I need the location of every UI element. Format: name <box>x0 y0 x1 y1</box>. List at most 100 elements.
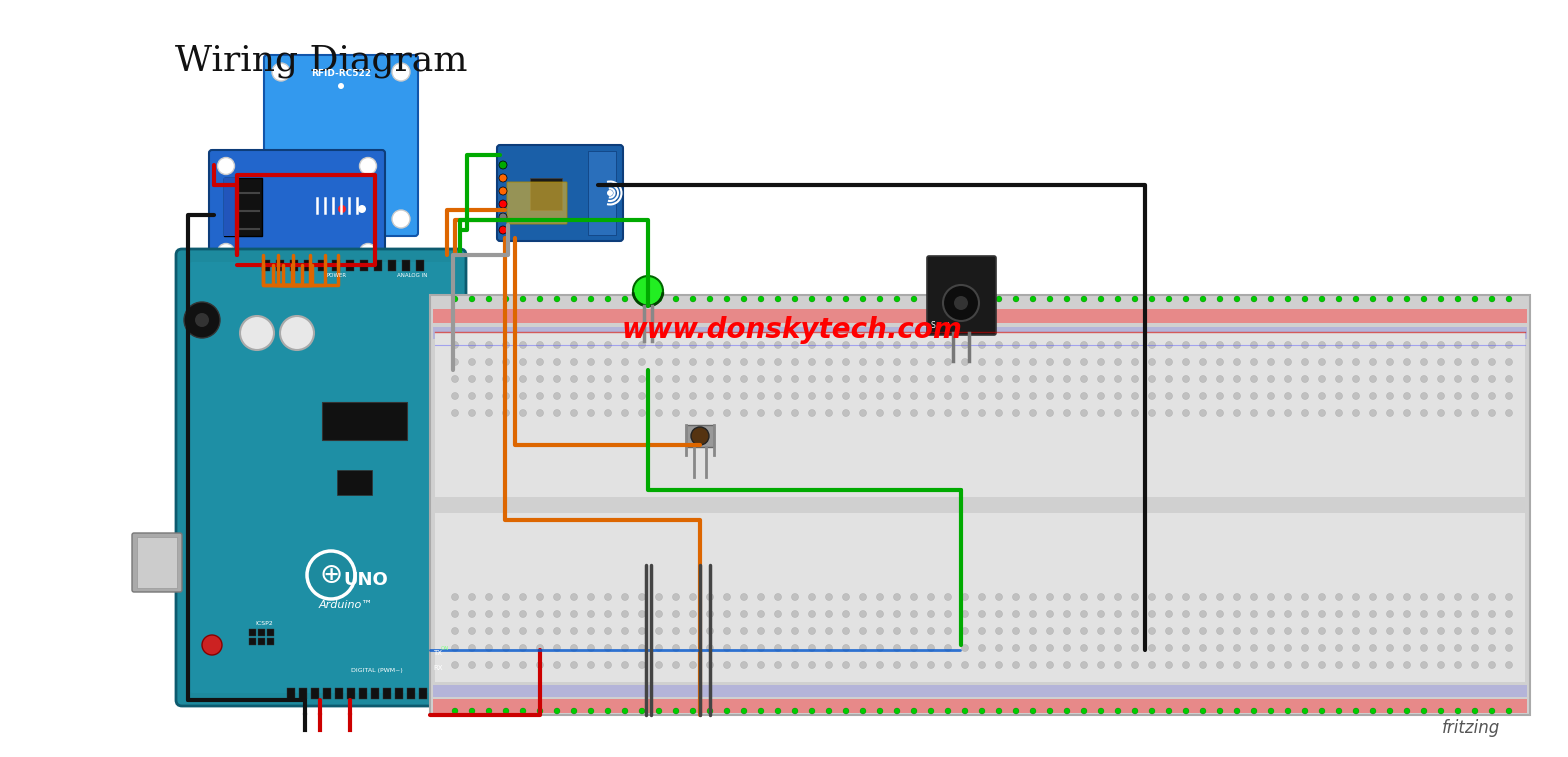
Circle shape <box>519 628 527 634</box>
Circle shape <box>1386 375 1394 382</box>
Bar <box>310 688 318 699</box>
Circle shape <box>877 628 883 634</box>
Circle shape <box>571 662 577 668</box>
Bar <box>249 638 256 645</box>
Circle shape <box>1369 359 1377 366</box>
Circle shape <box>1369 341 1377 348</box>
Circle shape <box>1267 341 1275 348</box>
Circle shape <box>469 628 475 634</box>
Circle shape <box>1301 392 1309 400</box>
Bar <box>433 327 1527 339</box>
Circle shape <box>1063 341 1071 348</box>
Circle shape <box>928 628 935 634</box>
Circle shape <box>961 359 969 366</box>
Circle shape <box>1336 359 1342 366</box>
Circle shape <box>1080 341 1088 348</box>
Circle shape <box>1353 296 1359 302</box>
Circle shape <box>536 593 544 600</box>
Circle shape <box>1115 610 1121 618</box>
Circle shape <box>1251 644 1258 652</box>
Circle shape <box>536 375 544 382</box>
Circle shape <box>1030 708 1036 714</box>
Circle shape <box>1167 708 1171 714</box>
Circle shape <box>469 644 475 652</box>
Circle shape <box>707 662 713 668</box>
Bar <box>340 255 350 265</box>
Circle shape <box>928 410 935 416</box>
Text: ⊕: ⊕ <box>320 561 343 589</box>
Circle shape <box>452 644 458 652</box>
Circle shape <box>194 313 209 327</box>
Circle shape <box>392 210 409 228</box>
Circle shape <box>588 410 594 416</box>
Circle shape <box>1369 644 1377 652</box>
Circle shape <box>1148 644 1156 652</box>
Circle shape <box>792 662 798 668</box>
Circle shape <box>1165 610 1173 618</box>
Circle shape <box>1301 644 1309 652</box>
Circle shape <box>1488 410 1496 416</box>
Bar <box>136 537 177 588</box>
Circle shape <box>1472 708 1479 714</box>
Circle shape <box>1182 708 1189 714</box>
Circle shape <box>1098 610 1104 618</box>
Circle shape <box>469 375 475 382</box>
Circle shape <box>1490 708 1494 714</box>
Circle shape <box>1200 296 1206 302</box>
Circle shape <box>1098 644 1104 652</box>
Circle shape <box>1182 296 1189 302</box>
Circle shape <box>1132 341 1138 348</box>
Circle shape <box>978 375 986 382</box>
Circle shape <box>877 644 883 652</box>
Circle shape <box>1098 628 1104 634</box>
Bar <box>387 260 397 271</box>
Circle shape <box>1063 392 1071 400</box>
Circle shape <box>486 410 492 416</box>
Circle shape <box>707 610 713 618</box>
Bar <box>431 688 439 699</box>
Circle shape <box>502 375 510 382</box>
Circle shape <box>1319 392 1325 400</box>
Circle shape <box>638 644 646 652</box>
Circle shape <box>655 593 663 600</box>
Circle shape <box>690 341 696 348</box>
Circle shape <box>859 392 867 400</box>
Circle shape <box>707 708 713 714</box>
Circle shape <box>1148 341 1156 348</box>
Circle shape <box>825 628 833 634</box>
Circle shape <box>1234 593 1240 600</box>
Bar <box>347 260 354 271</box>
Circle shape <box>1505 628 1513 634</box>
Circle shape <box>1063 610 1071 618</box>
Circle shape <box>757 375 765 382</box>
Circle shape <box>1165 644 1173 652</box>
Circle shape <box>859 628 867 634</box>
Circle shape <box>1403 708 1410 714</box>
Circle shape <box>1267 359 1275 366</box>
Circle shape <box>911 644 917 652</box>
Circle shape <box>621 662 629 668</box>
Text: ANALOG IN: ANALOG IN <box>397 273 426 278</box>
Circle shape <box>1200 628 1206 634</box>
Circle shape <box>928 296 935 302</box>
Circle shape <box>452 708 458 714</box>
Circle shape <box>605 341 612 348</box>
Circle shape <box>842 610 850 618</box>
Circle shape <box>271 63 290 81</box>
Circle shape <box>742 296 746 302</box>
Circle shape <box>1182 662 1190 668</box>
Circle shape <box>1234 410 1240 416</box>
Circle shape <box>1098 593 1104 600</box>
Circle shape <box>1455 708 1461 714</box>
Circle shape <box>469 593 475 600</box>
Circle shape <box>571 593 577 600</box>
Circle shape <box>1370 296 1377 302</box>
Circle shape <box>809 341 815 348</box>
Circle shape <box>690 662 696 668</box>
Circle shape <box>859 359 867 366</box>
Circle shape <box>809 610 815 618</box>
Circle shape <box>723 662 731 668</box>
Circle shape <box>1301 359 1309 366</box>
Circle shape <box>946 708 952 714</box>
Circle shape <box>707 628 713 634</box>
